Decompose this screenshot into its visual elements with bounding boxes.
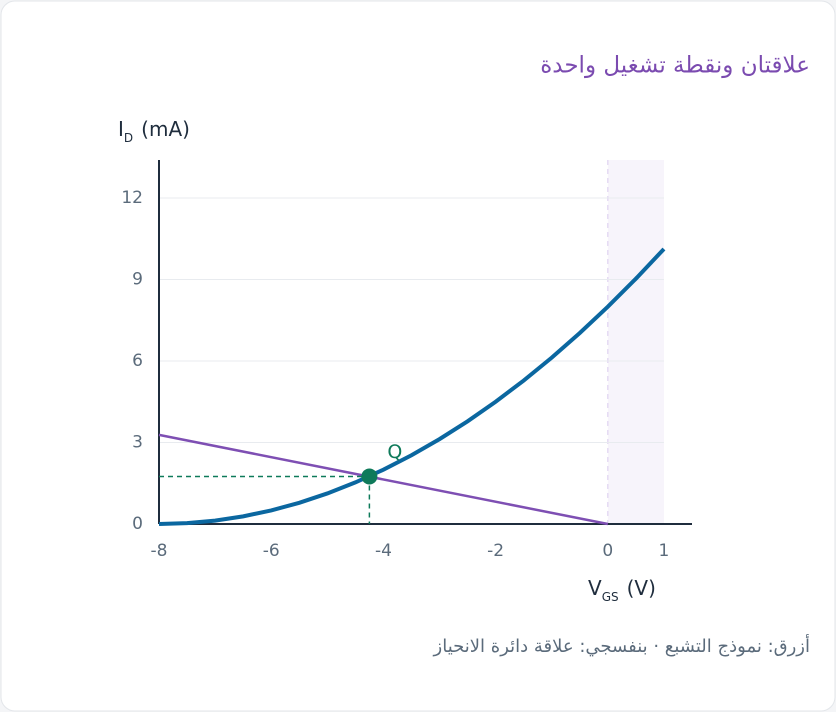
x-axis-label: VGS (V) (588, 576, 656, 604)
x-tick-label: -2 (487, 541, 504, 561)
y-tick-label: 9 (132, 270, 143, 290)
chart-title: علاقتان ونقطة تشغيل واحدة (540, 53, 810, 79)
x-sub: GS (602, 590, 619, 604)
y-unit: (mA) (141, 117, 190, 141)
x-tick-label: 1 (659, 541, 670, 561)
series-line (158, 433, 609, 526)
q-point (361, 468, 378, 485)
x-tick-label: -4 (375, 541, 392, 561)
x-unit: (V) (627, 576, 656, 600)
y-tick-label: 3 (132, 433, 143, 453)
series-line (158, 247, 666, 526)
y-tick-label: 6 (132, 351, 143, 371)
y-axis-label: ID (mA) (118, 117, 190, 145)
q-label: Q (387, 441, 402, 463)
x-tick-label: -8 (151, 541, 168, 561)
y-tick-label: 12 (121, 188, 143, 208)
x-symbol: V (588, 576, 602, 600)
x-tick-label: -6 (263, 541, 280, 561)
shaded-region (607, 160, 664, 524)
caption: أزرق: نموذج التشبع · بنفسجي: علاقة دائرة… (433, 634, 810, 657)
y-tick-label: 0 (132, 514, 143, 534)
y-sub: D (124, 131, 133, 145)
x-tick-label: 0 (602, 541, 613, 561)
y-symbol: I (118, 117, 124, 141)
